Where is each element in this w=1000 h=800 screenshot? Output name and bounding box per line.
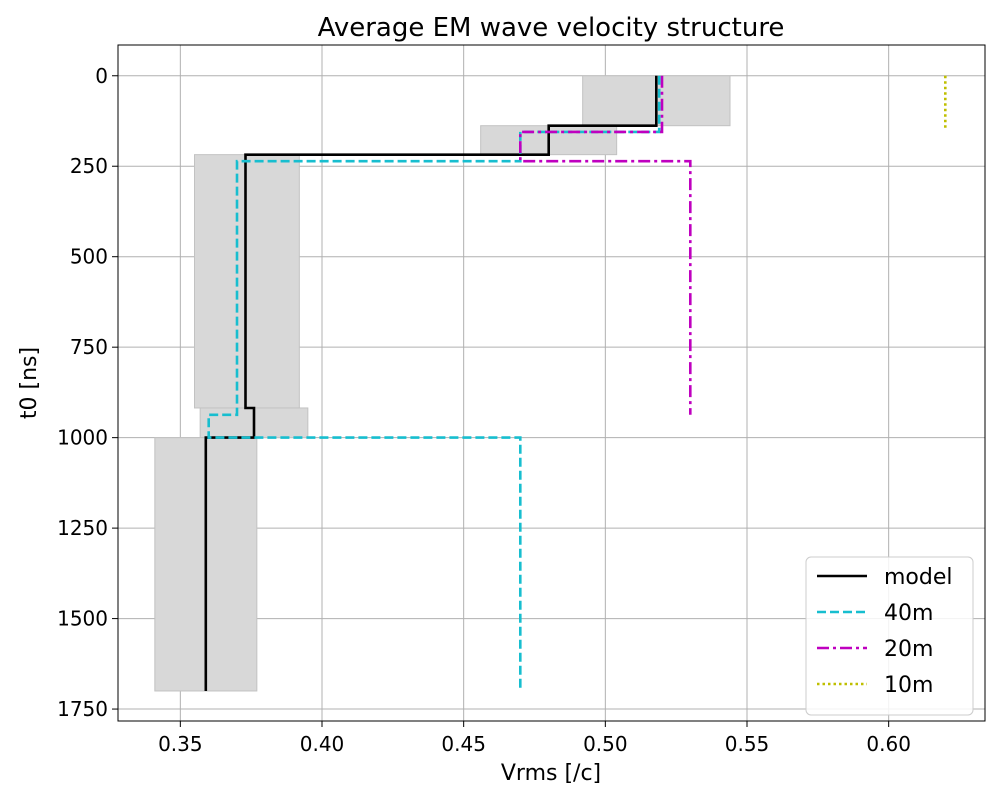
- y-tick-label: 250: [70, 154, 108, 178]
- y-axis-label: t0 [ns]: [17, 347, 42, 419]
- x-tick-label: 0.40: [300, 732, 345, 756]
- x-tick-label: 0.50: [583, 732, 628, 756]
- x-tick-label: 0.45: [441, 732, 486, 756]
- y-tick-label: 1500: [57, 607, 108, 631]
- uncertainty-box: [194, 154, 300, 409]
- y-tick-label: 1750: [57, 697, 108, 721]
- y-tick-label: 0: [95, 64, 108, 88]
- x-tick-label: 0.60: [866, 732, 911, 756]
- x-axis-label: Vrms [/c]: [501, 761, 601, 786]
- x-tick-label: 0.55: [725, 732, 770, 756]
- y-tick-label: 1000: [57, 426, 108, 450]
- legend-label-model: model: [884, 565, 953, 590]
- uncertainty-boxes: [154, 75, 731, 692]
- series-lines: [204, 75, 947, 691]
- legend-label-20m: 20m: [884, 637, 933, 662]
- x-axis-ticks: 0.35 0.40 0.45 0.50 0.55 0.60: [158, 721, 911, 756]
- y-axis-ticks: 0 250 500 750 1000 1250 1500 1750: [57, 64, 118, 721]
- series-line-20m: [518, 75, 692, 415]
- y-tick-label: 1250: [57, 516, 108, 540]
- legend-label-10m: 10m: [884, 673, 933, 698]
- x-tick-label: 0.35: [158, 732, 203, 756]
- legend-label-40m: 40m: [884, 601, 933, 626]
- y-tick-label: 750: [70, 335, 108, 359]
- legend: model 40m 20m 10m: [805, 556, 974, 716]
- legend-box: [805, 556, 974, 716]
- y-tick-label: 500: [70, 245, 108, 269]
- series-line-40m: [207, 75, 661, 691]
- plot-frame: [117, 44, 986, 722]
- chart-title: Average EM wave velocity structure: [318, 13, 785, 43]
